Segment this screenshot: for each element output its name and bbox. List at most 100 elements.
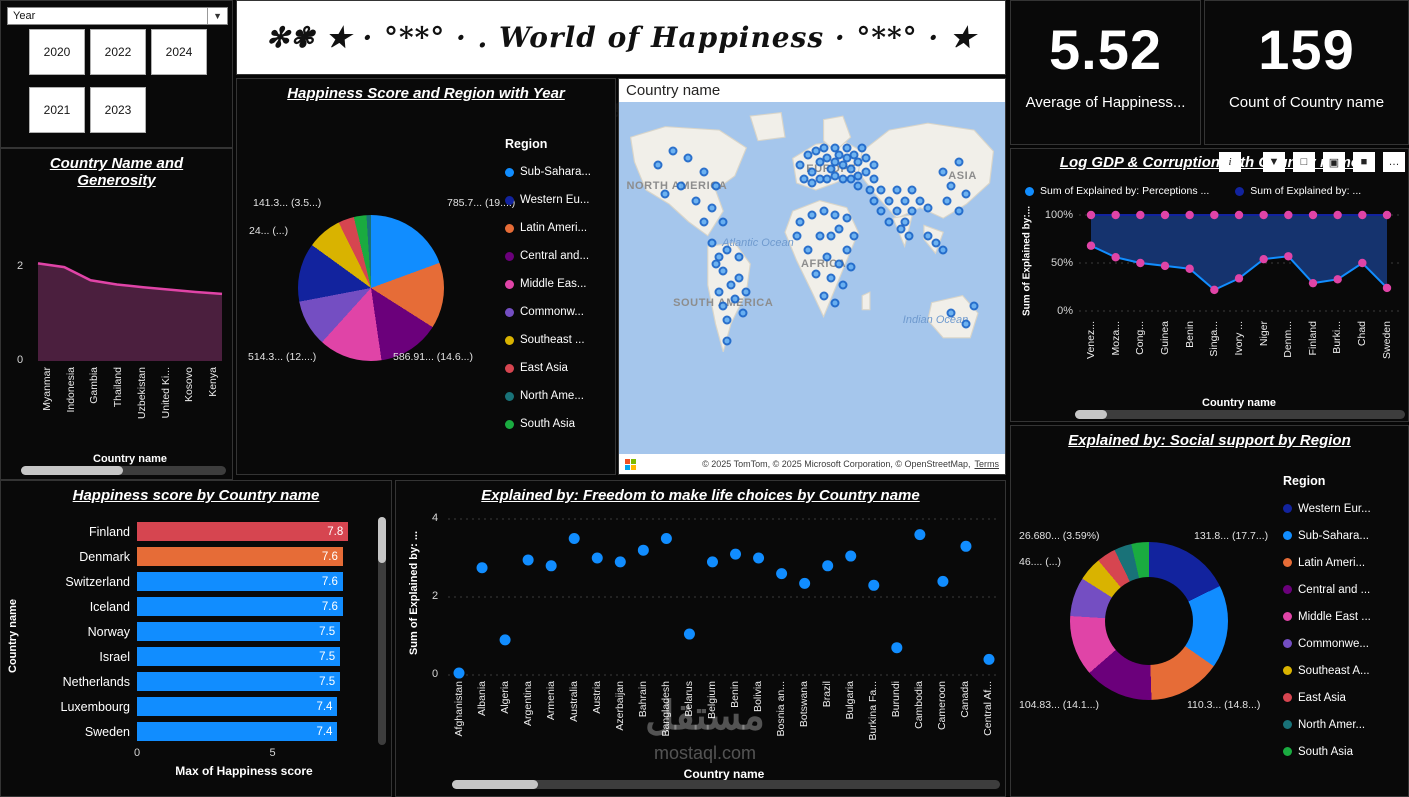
map-bubble[interactable] bbox=[849, 231, 859, 241]
map-bubble[interactable] bbox=[830, 298, 840, 308]
map-bubble[interactable] bbox=[822, 252, 832, 262]
terms-link[interactable]: Terms bbox=[974, 459, 1000, 469]
horizontal-scrollbar[interactable] bbox=[1075, 410, 1405, 419]
map-bubble[interactable] bbox=[892, 206, 902, 216]
map-bubble[interactable] bbox=[861, 153, 871, 163]
map-bubble[interactable] bbox=[660, 189, 670, 199]
scatter-point[interactable] bbox=[937, 575, 949, 587]
map-bubble[interactable] bbox=[807, 167, 817, 177]
map-bubble[interactable] bbox=[954, 157, 964, 167]
bar-finland[interactable]: 7.8 bbox=[137, 522, 349, 541]
map-bubble[interactable] bbox=[722, 245, 732, 255]
map-bubble[interactable] bbox=[846, 164, 856, 174]
map-bubble[interactable] bbox=[876, 185, 886, 195]
map-bubble[interactable] bbox=[915, 196, 925, 206]
map-bubble[interactable] bbox=[946, 308, 956, 318]
line-marker[interactable] bbox=[1234, 274, 1244, 283]
line-marker[interactable] bbox=[1185, 210, 1194, 220]
map-bubble[interactable] bbox=[865, 185, 875, 195]
map-bubble[interactable] bbox=[830, 210, 840, 220]
map-bubble[interactable] bbox=[838, 280, 848, 290]
focus-mode-icon[interactable]: □ bbox=[1293, 152, 1315, 172]
map-bubble[interactable] bbox=[815, 157, 825, 167]
map-bubble[interactable] bbox=[711, 181, 720, 191]
map-bubble[interactable] bbox=[707, 203, 717, 213]
legend-item[interactable]: Commonwe... bbox=[1283, 630, 1405, 657]
map-bubble[interactable] bbox=[857, 143, 867, 153]
legend-item[interactable]: Latin Ameri... bbox=[1283, 549, 1405, 576]
legend-item[interactable]: Latin Ameri... bbox=[505, 214, 615, 242]
map-bubble[interactable] bbox=[714, 287, 724, 297]
popout-icon[interactable]: ▣ bbox=[1323, 152, 1345, 172]
map-bubble[interactable] bbox=[815, 231, 825, 241]
donut[interactable] bbox=[1070, 542, 1228, 700]
legend-item[interactable]: Sub-Sahara... bbox=[1283, 522, 1405, 549]
legend-item[interactable]: Central and... bbox=[505, 242, 615, 270]
map-bubble[interactable] bbox=[869, 160, 879, 170]
bar-norway[interactable]: 7.5 bbox=[137, 622, 341, 641]
map-bubble[interactable] bbox=[792, 231, 802, 241]
line-marker[interactable] bbox=[1185, 264, 1194, 273]
map-bubble[interactable] bbox=[722, 315, 732, 325]
map-bubble[interactable] bbox=[869, 196, 879, 206]
map-bubble[interactable] bbox=[683, 153, 693, 163]
bar-luxembourg[interactable]: 7.4 bbox=[137, 697, 338, 716]
map-bubble[interactable] bbox=[842, 143, 852, 153]
line-marker[interactable] bbox=[1308, 278, 1318, 288]
pin-icon[interactable]: ■ bbox=[1353, 152, 1375, 172]
more-options-icon[interactable]: … bbox=[1383, 152, 1405, 172]
map-bubble[interactable] bbox=[853, 157, 863, 167]
scatter-point[interactable] bbox=[799, 577, 811, 589]
map-bubble[interactable] bbox=[954, 206, 964, 216]
map-bubble[interactable] bbox=[819, 143, 829, 153]
map-bubble[interactable] bbox=[896, 224, 906, 234]
map-bubble[interactable] bbox=[803, 150, 813, 160]
map-bubble[interactable] bbox=[807, 178, 817, 188]
scatter-point[interactable] bbox=[822, 560, 834, 572]
line-marker[interactable] bbox=[1160, 210, 1170, 220]
year-button-2021[interactable]: 2021 bbox=[29, 87, 85, 133]
map-bubble[interactable] bbox=[834, 259, 844, 269]
map-bubble[interactable] bbox=[795, 217, 805, 227]
legend-item[interactable]: Sum of Explained by: Perceptions ... bbox=[1025, 183, 1209, 199]
legend-item[interactable]: South Asia bbox=[1283, 738, 1405, 765]
map-bubble[interactable] bbox=[907, 185, 917, 195]
line-marker[interactable] bbox=[1259, 254, 1268, 264]
legend-item[interactable]: Middle Eas... bbox=[505, 270, 615, 298]
scrollbar-thumb[interactable] bbox=[21, 466, 123, 475]
legend-item[interactable]: East Asia bbox=[505, 354, 615, 382]
line-marker[interactable] bbox=[1259, 210, 1268, 220]
scatter-point[interactable] bbox=[545, 560, 557, 572]
line-marker[interactable] bbox=[1358, 258, 1367, 268]
scrollbar-thumb[interactable] bbox=[378, 517, 386, 563]
map-bubble[interactable] bbox=[711, 259, 720, 269]
scatter-point[interactable] bbox=[660, 533, 672, 544]
legend-item[interactable]: Sub-Sahara... bbox=[505, 158, 615, 186]
scatter-point[interactable] bbox=[591, 552, 603, 564]
map-bubble[interactable] bbox=[842, 153, 852, 163]
map-bubble[interactable] bbox=[707, 238, 717, 248]
line-marker[interactable] bbox=[1333, 275, 1342, 284]
map-bubble[interactable] bbox=[846, 262, 856, 272]
line-marker[interactable] bbox=[1086, 241, 1096, 250]
map-bubble[interactable] bbox=[653, 160, 663, 170]
legend-item[interactable]: Southeast ... bbox=[505, 326, 615, 354]
scatter-point[interactable] bbox=[522, 554, 534, 566]
map-bubble[interactable] bbox=[676, 181, 686, 191]
vertical-scrollbar[interactable] bbox=[378, 517, 386, 745]
pie[interactable] bbox=[298, 215, 444, 361]
map-bubble[interactable] bbox=[734, 252, 744, 262]
filter-icon[interactable]: ▼ bbox=[1263, 152, 1285, 172]
scatter-point[interactable] bbox=[499, 634, 511, 646]
map-bubble[interactable] bbox=[811, 146, 821, 156]
legend-item[interactable]: Central and ... bbox=[1283, 576, 1405, 603]
map-bubble[interactable] bbox=[668, 146, 678, 156]
scatter-point[interactable] bbox=[983, 653, 995, 665]
map-bubble[interactable] bbox=[726, 280, 736, 290]
year-button-2020[interactable]: 2020 bbox=[29, 29, 85, 75]
line-marker[interactable] bbox=[1382, 210, 1392, 220]
horizontal-scrollbar[interactable] bbox=[452, 780, 1000, 789]
scatter-point[interactable] bbox=[730, 548, 742, 560]
map-bubble[interactable] bbox=[795, 160, 805, 170]
map-bubble[interactable] bbox=[738, 308, 748, 318]
